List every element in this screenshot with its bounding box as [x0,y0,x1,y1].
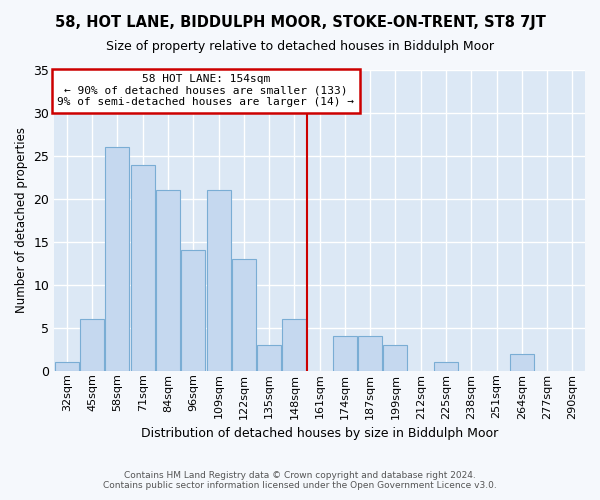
Bar [131,164,155,371]
X-axis label: Distribution of detached houses by size in Biddulph Moor: Distribution of detached houses by size … [141,427,498,440]
Bar [257,345,281,371]
Text: 58 HOT LANE: 154sqm
← 90% of detached houses are smaller (133)
9% of semi-detach: 58 HOT LANE: 154sqm ← 90% of detached ho… [58,74,355,108]
Text: 58, HOT LANE, BIDDULPH MOOR, STOKE-ON-TRENT, ST8 7JT: 58, HOT LANE, BIDDULPH MOOR, STOKE-ON-TR… [55,15,545,30]
Text: Contains HM Land Registry data © Crown copyright and database right 2024.
Contai: Contains HM Land Registry data © Crown c… [103,470,497,490]
Bar [383,345,407,371]
Bar [55,362,79,371]
Y-axis label: Number of detached properties: Number of detached properties [15,128,28,314]
Bar [434,362,458,371]
Bar [358,336,382,371]
Bar [510,354,534,371]
Bar [181,250,205,371]
Text: Size of property relative to detached houses in Biddulph Moor: Size of property relative to detached ho… [106,40,494,53]
Bar [232,259,256,371]
Bar [283,319,307,371]
Bar [206,190,230,371]
Bar [80,319,104,371]
Bar [333,336,357,371]
Bar [156,190,180,371]
Bar [106,148,130,371]
